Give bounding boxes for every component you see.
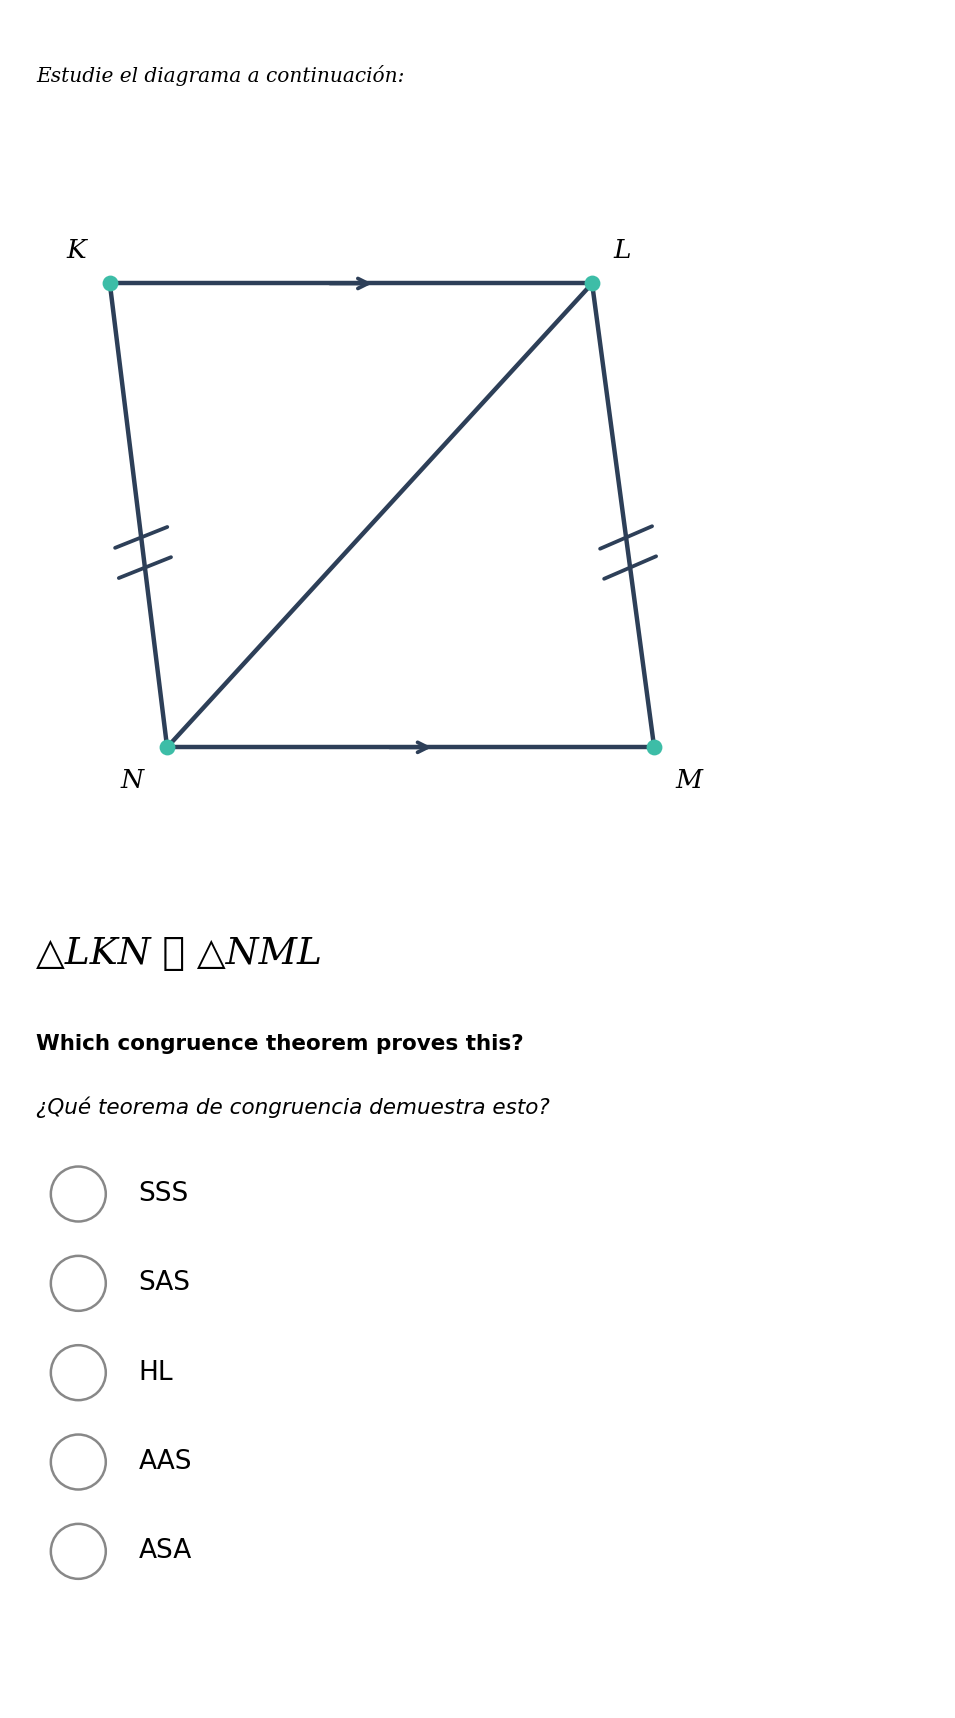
Text: L: L [613, 237, 630, 263]
Text: AAS: AAS [138, 1448, 192, 1476]
Text: △LKN ≅ △NML: △LKN ≅ △NML [36, 936, 322, 972]
Text: ¿Qué teorema de congruencia demuestra esto?: ¿Qué teorema de congruencia demuestra es… [36, 1096, 550, 1118]
Text: HL: HL [138, 1359, 173, 1386]
Text: M: M [675, 768, 702, 794]
Text: SAS: SAS [138, 1270, 190, 1297]
Text: ASA: ASA [138, 1538, 192, 1565]
Text: Which congruence theorem proves this?: Which congruence theorem proves this? [36, 1034, 524, 1055]
Text: N: N [120, 768, 143, 794]
Point [584, 270, 600, 297]
Text: Estudie el diagrama a continuación:: Estudie el diagrama a continuación: [36, 65, 405, 86]
Point [159, 734, 175, 761]
Text: K: K [66, 237, 86, 263]
Point [647, 734, 662, 761]
Point [102, 270, 117, 297]
Text: SSS: SSS [138, 1180, 189, 1208]
